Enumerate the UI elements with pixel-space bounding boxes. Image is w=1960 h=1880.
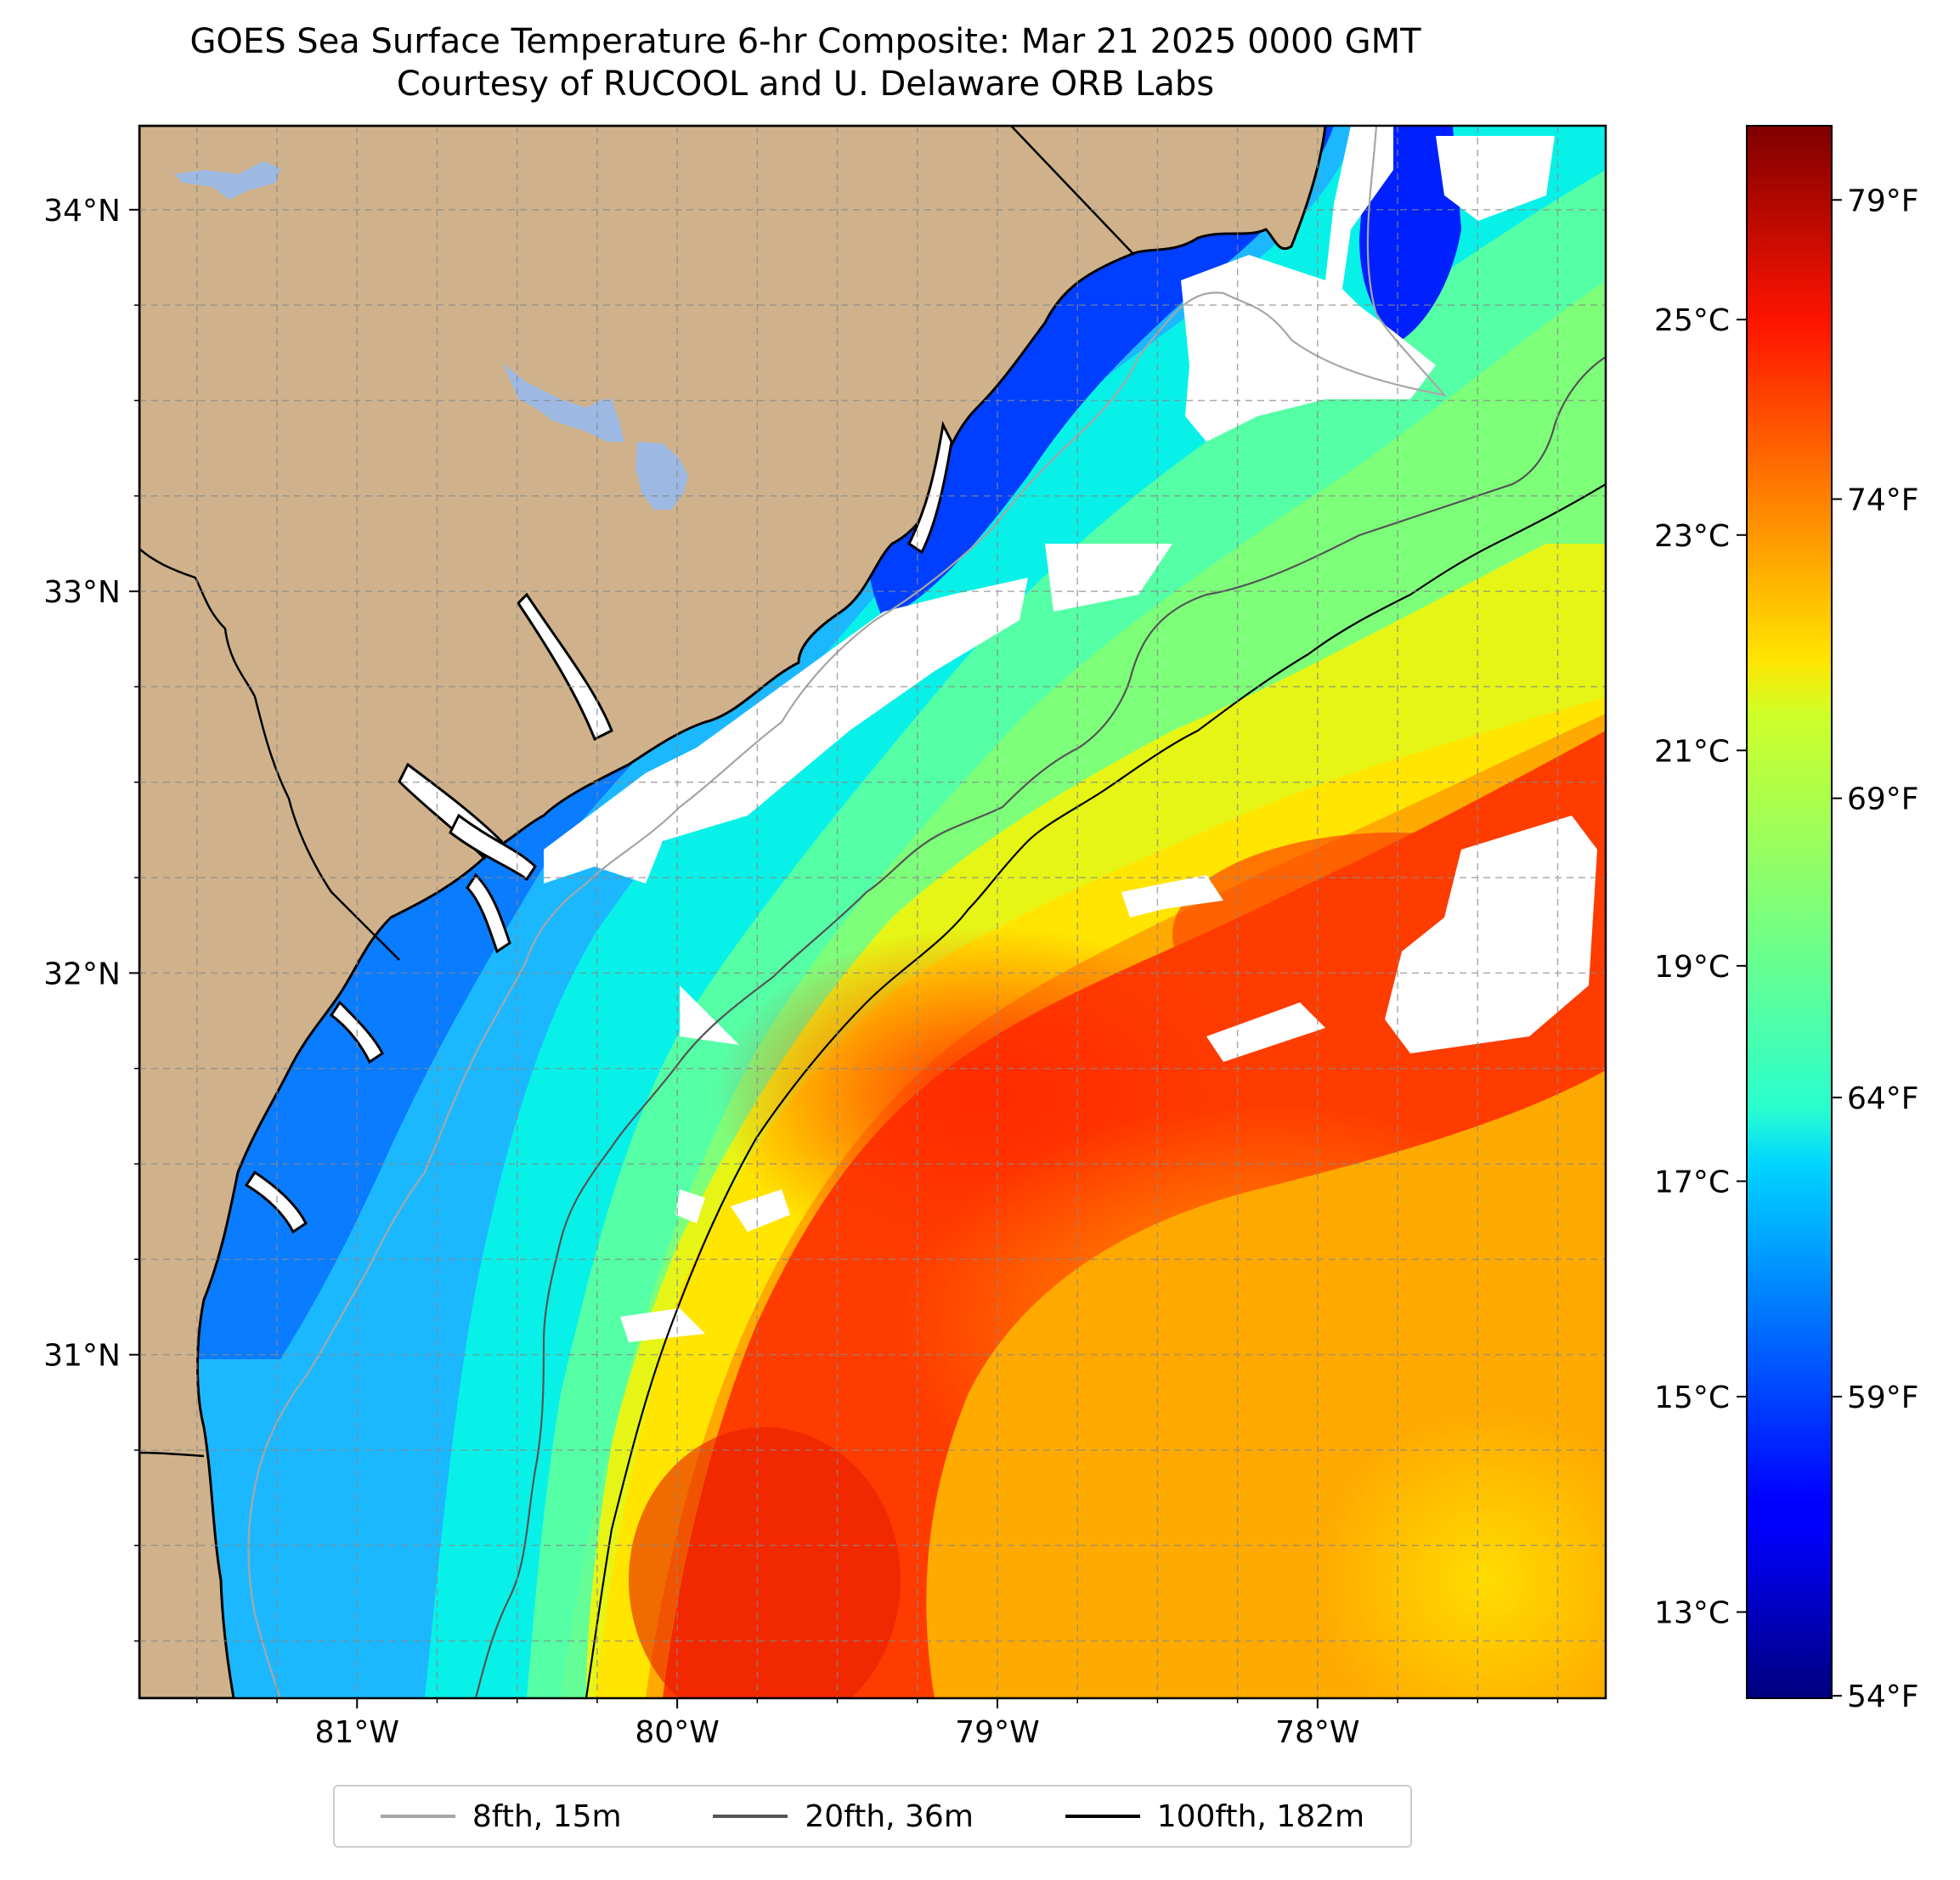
- legend-item-100fth: 100fth, 182m: [1065, 1799, 1364, 1834]
- lon-tick-label: 78°W: [1275, 1715, 1359, 1750]
- sst-hot-spot: [629, 1427, 901, 1698]
- legend-line-100fth: [1065, 1815, 1140, 1818]
- fahrenheit-tick-label: 54°F: [1847, 1680, 1919, 1714]
- title-line-2: Courtesy of RUCOOL and U. Delaware ORB L…: [396, 65, 1215, 104]
- lon-tick-label: 79°W: [955, 1715, 1039, 1750]
- colorbar: [1746, 125, 1833, 1699]
- celsius-tick-label: 21°C: [1654, 734, 1730, 769]
- fahrenheit-tick-label: 74°F: [1847, 483, 1919, 518]
- celsius-tick-label: 23°C: [1654, 519, 1730, 554]
- celsius-tick-label: 25°C: [1654, 303, 1730, 338]
- legend-label-20fth: 20fth, 36m: [805, 1798, 974, 1834]
- lat-tick-label: 32°N: [43, 957, 121, 991]
- fahrenheit-tick-label: 59°F: [1847, 1380, 1919, 1415]
- lat-tick-label: 34°N: [43, 194, 121, 229]
- legend-label-100fth: 100fth, 182m: [1156, 1798, 1365, 1834]
- fahrenheit-tick-label: 69°F: [1847, 782, 1919, 817]
- legend-line-20fth: [713, 1815, 788, 1818]
- legend-label-8fth: 8fth, 15m: [472, 1798, 622, 1834]
- lon-tick-label: 80°W: [635, 1715, 719, 1750]
- inlets: [244, 421, 953, 1234]
- fahrenheit-tick-label: 64°F: [1847, 1081, 1919, 1116]
- lat-tick-label: 31°N: [43, 1339, 121, 1374]
- lakes: [174, 161, 688, 510]
- axis-ticks: 81°W 80°W 79°W 78°W 34°N 33°N 32°N 31°N: [43, 194, 1559, 1750]
- map-frame: [138, 124, 1607, 1700]
- celsius-tick-label: 13°C: [1654, 1596, 1730, 1631]
- map-axes-area: [139, 126, 1606, 1698]
- land-mass: [139, 126, 1327, 1698]
- fahrenheit-tick-label: 79°F: [1847, 183, 1919, 218]
- contour-legend: 8fth, 15m 20fth, 36m 100fth, 182m: [333, 1785, 1412, 1848]
- celsius-tick-label: 15°C: [1654, 1380, 1730, 1415]
- contour-100fth-182m: [585, 483, 1606, 1698]
- lat-tick-label: 33°N: [43, 575, 121, 610]
- contour-20fth-36m: [474, 356, 1606, 1698]
- contour-8fth-15m: [247, 126, 1447, 1698]
- map-title: GOES Sea Surface Temperature 6-hr Compos…: [0, 20, 1611, 105]
- gridlines: [139, 126, 1606, 1698]
- celsius-tick-label: 19°C: [1654, 950, 1730, 985]
- sst-yellow-patch: [1317, 1410, 1606, 1698]
- title-line-1: GOES Sea Surface Temperature 6-hr Compos…: [189, 22, 1421, 61]
- legend-item-20fth: 20fth, 36m: [713, 1799, 974, 1834]
- legend-item-8fth: 8fth, 15m: [380, 1798, 622, 1834]
- celsius-tick-label: 17°C: [1654, 1165, 1730, 1200]
- lon-tick-label: 81°W: [315, 1715, 399, 1750]
- colorbar-ticks: 25°C 23°C 21°C 19°C 17°C 15°C 13°C 79°F 74°F 69°F…: [1654, 183, 1918, 1714]
- legend-line-8fth: [380, 1815, 455, 1818]
